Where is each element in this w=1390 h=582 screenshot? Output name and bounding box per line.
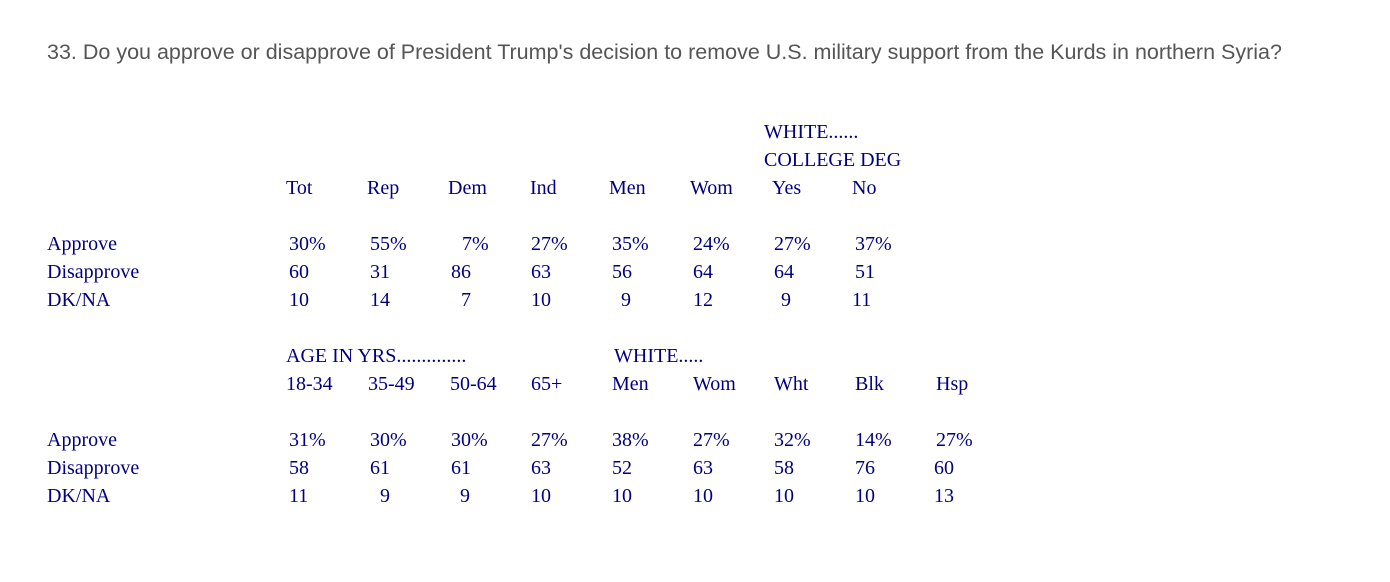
table-cell: 24%: [693, 233, 730, 255]
table-cell: 27%: [936, 429, 973, 451]
col-header: 35-49: [368, 373, 415, 395]
table-cell: 10: [289, 289, 309, 311]
table-cell: 37%: [855, 233, 892, 255]
col-header: Rep: [367, 177, 400, 199]
table-cell: 9: [621, 289, 631, 311]
table-cell: 63: [531, 457, 551, 479]
table-cell: 86: [451, 261, 471, 283]
table-cell: 14%: [855, 429, 892, 451]
table-cell: 76: [855, 457, 875, 479]
table-cell: 10: [612, 485, 632, 507]
table-cell: 11: [289, 485, 309, 507]
col-header: Wht: [774, 373, 809, 395]
group-header-college-deg: COLLEGE DEG: [764, 149, 902, 171]
table-cell: 55%: [370, 233, 407, 255]
table-cell: 60: [289, 261, 309, 283]
table-cell: 61: [451, 457, 471, 479]
row-label-disapprove: Disapprove: [47, 261, 140, 283]
table-cell: 64: [693, 261, 713, 283]
table-cell: 56: [612, 261, 632, 283]
table-cell: 63: [693, 457, 713, 479]
table-cell: 10: [531, 289, 551, 311]
table-cell: 7%: [462, 233, 489, 255]
table-cell: 12: [693, 289, 713, 311]
group-header-white: WHITE......: [764, 121, 859, 143]
question-text: 33. Do you approve or disapprove of Pres…: [47, 40, 1282, 64]
table-cell: 35%: [612, 233, 649, 255]
table-cell: 63: [531, 261, 551, 283]
col-header: Dem: [448, 177, 487, 199]
table-cell: 10: [855, 485, 875, 507]
table-cell: 9: [781, 289, 791, 311]
table-cell: 9: [380, 485, 390, 507]
group-header-white: WHITE.....: [614, 345, 704, 367]
col-header: Blk: [855, 373, 884, 395]
table-cell: 27%: [693, 429, 730, 451]
table-cell: 30%: [451, 429, 488, 451]
row-label-approve: Approve: [47, 233, 117, 255]
row-label-dkna: DK/NA: [47, 485, 111, 507]
table-cell: 58: [289, 457, 309, 479]
col-header: Ind: [530, 177, 557, 199]
table-cell: 10: [774, 485, 794, 507]
table-cell: 52: [612, 457, 632, 479]
col-header: Men: [609, 177, 646, 199]
col-header: 18-34: [286, 373, 333, 395]
table-cell: 27%: [774, 233, 811, 255]
table-cell: 30%: [289, 233, 326, 255]
col-header: No: [852, 177, 877, 199]
table-cell: 10: [531, 485, 551, 507]
table-cell: 7: [461, 289, 471, 311]
table-cell: 30%: [370, 429, 407, 451]
table-cell: 60: [934, 457, 954, 479]
table-cell: 11: [852, 289, 872, 311]
table-cell: 31: [370, 261, 390, 283]
table-cell: 38%: [612, 429, 649, 451]
row-label-approve: Approve: [47, 429, 117, 451]
table-cell: 58: [774, 457, 794, 479]
row-label-dkna: DK/NA: [47, 289, 111, 311]
table-cell: 13: [934, 485, 954, 507]
table-cell: 27%: [531, 429, 568, 451]
table-cell: 64: [774, 261, 794, 283]
table-cell: 61: [370, 457, 390, 479]
table-cell: 27%: [531, 233, 568, 255]
group-header-age: AGE IN YRS..............: [286, 345, 467, 367]
table-cell: 10: [693, 485, 713, 507]
col-header: Hsp: [936, 373, 969, 395]
col-header: 50-64: [450, 373, 497, 395]
col-header: Tot: [286, 177, 313, 199]
col-header: Wom: [693, 373, 736, 395]
col-header: Yes: [772, 177, 802, 199]
row-label-disapprove: Disapprove: [47, 457, 140, 479]
table-cell: 9: [460, 485, 470, 507]
col-header: Wom: [690, 177, 733, 199]
table-cell: 32%: [774, 429, 811, 451]
col-header: Men: [612, 373, 649, 395]
table-cell: 14: [370, 289, 390, 311]
table-cell: 31%: [289, 429, 326, 451]
table-cell: 51: [855, 261, 875, 283]
col-header: 65+: [531, 373, 563, 395]
